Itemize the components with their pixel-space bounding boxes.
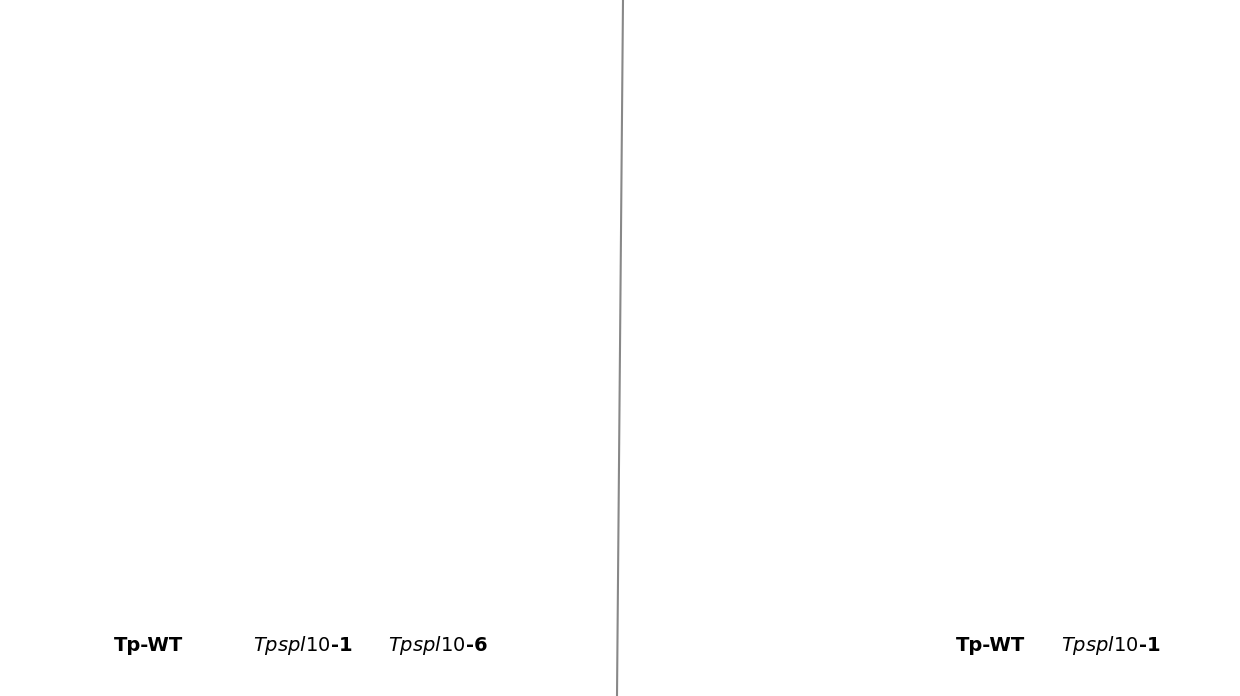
Text: Tp-WT: Tp-WT (113, 636, 182, 655)
Text: $\mathit{Tpspl10}$-6: $\mathit{Tpspl10}$-6 (388, 634, 487, 657)
Text: A: A (15, 24, 38, 53)
Point (923, 232, 942, 243)
Text: $\mathit{Tpspl10}$-1: $\mathit{Tpspl10}$-1 (253, 634, 352, 657)
Text: B: B (647, 24, 671, 53)
Text: $\mathit{Tpspl10}$-1: $\mathit{Tpspl10}$-1 (1060, 634, 1161, 657)
Point (935, 242, 955, 253)
Point (841, 209, 861, 220)
Text: Tp-WT: Tp-WT (956, 636, 1024, 655)
Point (925, 274, 945, 285)
Point (1095, 345, 1115, 356)
